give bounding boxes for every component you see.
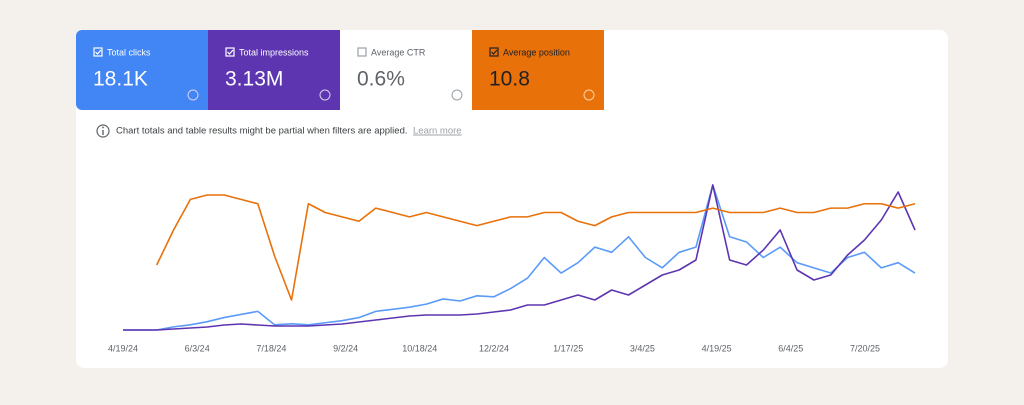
chart: 4/19/24 6/3/24 7/18/24 9/2/24 10/18/24 12/2/2… bbox=[108, 184, 916, 353]
x-tick-label: 7/18/24 bbox=[256, 343, 286, 353]
card-bg bbox=[208, 30, 340, 110]
metric-card[interactable]: Average CTR 0.6% bbox=[340, 30, 472, 110]
card-bg bbox=[340, 30, 472, 110]
help-icon bbox=[319, 89, 331, 101]
metric-card[interactable]: Average position 10.8 bbox=[472, 30, 604, 110]
series-line bbox=[123, 184, 916, 331]
help-icon bbox=[451, 89, 463, 101]
metric-label: Average position bbox=[503, 47, 570, 57]
metric-value: 18.1K bbox=[93, 68, 148, 91]
x-tick-label: 1/17/25 bbox=[553, 343, 583, 353]
x-tick-label: 3/4/25 bbox=[630, 343, 655, 353]
help-icon bbox=[187, 89, 199, 101]
metric-label: Total impressions bbox=[239, 47, 309, 57]
series-line bbox=[123, 184, 916, 331]
metric-card[interactable]: Total clicks 18.1K bbox=[76, 30, 208, 110]
checkbox bbox=[489, 47, 499, 57]
info-icon bbox=[96, 124, 110, 138]
metric-value: 3.13M bbox=[225, 68, 283, 91]
checkmark bbox=[227, 49, 234, 55]
metric-cards: Total clicks 18.1K Total impressions 3.13M A… bbox=[76, 30, 604, 110]
checkbox bbox=[225, 47, 235, 57]
checkmark bbox=[95, 49, 102, 55]
x-tick-label: 9/2/24 bbox=[333, 343, 358, 353]
x-tick-label: 4/19/25 bbox=[702, 343, 732, 353]
x-tick-label: 6/3/24 bbox=[185, 343, 210, 353]
learn-more-link[interactable]: Learn more bbox=[413, 126, 462, 137]
metric-label: Total clicks bbox=[107, 47, 151, 57]
x-tick-label: 7/20/25 bbox=[850, 343, 880, 353]
card-bg-fix bbox=[84, 30, 208, 110]
x-tick-label: 10/18/24 bbox=[402, 343, 437, 353]
metric-value: 10.8 bbox=[489, 68, 530, 91]
x-tick-label: 6/4/25 bbox=[778, 343, 803, 353]
card-bg bbox=[472, 30, 604, 110]
series-line bbox=[155, 194, 916, 301]
checkbox bbox=[93, 47, 103, 57]
help-icon bbox=[583, 89, 595, 101]
checkbox bbox=[357, 47, 367, 57]
x-tick-label: 4/19/24 bbox=[108, 343, 138, 353]
info-icon-dot bbox=[102, 126, 104, 129]
metric-value: 0.6% bbox=[357, 68, 405, 91]
metric-label: Average CTR bbox=[371, 47, 426, 57]
checkmark bbox=[491, 49, 498, 55]
metric-card[interactable]: Total impressions 3.13M bbox=[208, 30, 340, 110]
notice-text: Chart totals and table results might be … bbox=[116, 126, 408, 137]
x-tick-label: 12/2/24 bbox=[479, 343, 509, 353]
